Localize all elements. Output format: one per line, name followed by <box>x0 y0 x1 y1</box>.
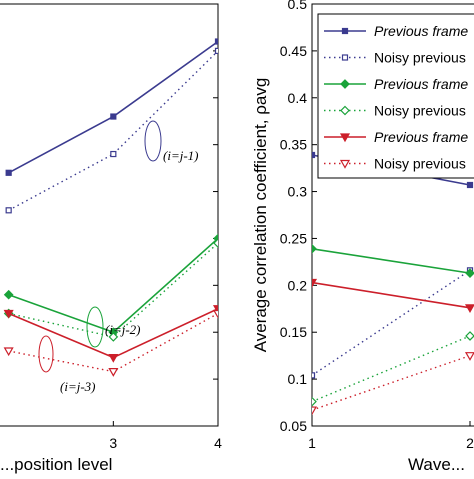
legend-label-3: Noisy previous <box>374 103 466 119</box>
left-plot-frame <box>0 3 219 427</box>
right-x-tick-label-0: 1 <box>308 435 316 451</box>
right-series-4-line <box>312 281 471 309</box>
left-series-5-line <box>8 312 218 373</box>
left-series-4-point-0 <box>3 309 14 319</box>
annotation-ellipse-1 <box>144 120 162 162</box>
right-series-4-point-0 <box>312 278 318 288</box>
left-chart: 3 4 (i=j-1) (i=j-2) (i=j-3) ...position l… <box>0 3 222 474</box>
legend-marker-0 <box>341 27 349 35</box>
right-series-5-line <box>312 355 471 411</box>
right-series-3-line <box>312 335 471 403</box>
left-series-0-point-2 <box>214 38 218 45</box>
right-y-tick-label-0: 0.05 <box>280 418 307 434</box>
right-y-axis-label: Average correlation coefficient, ρavg <box>251 78 270 353</box>
right-series-2-point-1 <box>465 268 474 278</box>
legend-label-0: Previous frame <box>374 23 468 39</box>
annotation-label-1: (i=j-1) <box>163 148 198 163</box>
annotation-ellipse-3 <box>38 335 54 373</box>
left-x-tick-label-0: 3 <box>109 435 117 451</box>
legend-marker-3 <box>340 105 350 116</box>
legend-label-5: Noisy previous <box>374 156 466 172</box>
right-series-3-point-1 <box>465 331 474 341</box>
legend-label-1: Noisy previous <box>374 50 466 66</box>
annotation-label-2: (i=j-2) <box>105 322 140 337</box>
left-series-0-point-0 <box>5 169 12 176</box>
right-ticks: 1 2 0.05 0.1 0.15 0.2 0.25 0.3 0.35 0.4 0.45 0.5 <box>280 0 474 451</box>
legend-marker-4 <box>339 133 351 143</box>
right-series-0-point-1 <box>466 181 474 189</box>
annotation-ellipse-2 <box>86 306 104 348</box>
left-annotations: (i=j-1) (i=j-2) (i=j-3) <box>38 120 198 394</box>
left-series <box>3 38 218 377</box>
right-series-1-point-0 <box>312 372 316 379</box>
right-y-tick-label-7: 0.4 <box>288 90 308 106</box>
right-y-tick-label-4: 0.25 <box>280 230 307 246</box>
right-y-tick-label-6: 0.35 <box>280 137 307 153</box>
legend-marker-5 <box>339 159 351 169</box>
right-y-tick-label-5: 0.3 <box>288 184 308 200</box>
legend-box <box>317 13 474 179</box>
right-series-5-point-0 <box>312 406 318 416</box>
left-series-3-point-2 <box>213 238 218 248</box>
legend-label-4: Previous frame <box>374 129 468 145</box>
legend-label-2: Previous frame <box>374 76 468 92</box>
right-y-tick-label-1: 0.1 <box>288 371 308 387</box>
left-series-1-point-0 <box>5 207 12 214</box>
left-series-1-point-1 <box>110 150 117 158</box>
left-series-5-point-2 <box>212 309 218 319</box>
right-x-axis-label: Wave... <box>408 455 465 474</box>
right-y-tick-label-9: 0.5 <box>288 0 308 12</box>
left-series-2-point-0 <box>3 289 14 300</box>
left-series-0-point-1 <box>110 113 117 120</box>
left-x-axis-label: ...position level <box>0 455 112 474</box>
left-series-2-line <box>8 237 218 334</box>
right-y-tick-label-3: 0.2 <box>288 277 308 293</box>
right-series-0-point-0 <box>312 151 316 159</box>
left-series-5-point-0 <box>3 347 14 357</box>
right-chart: 1 2 0.05 0.1 0.15 0.2 0.25 0.3 0.35 0.4 0.45 0.5 Pr… <box>251 0 474 474</box>
left-x-tick-label-1: 4 <box>214 435 222 451</box>
right-y-tick-label-2: 0.15 <box>280 324 307 340</box>
left-series-1-line <box>8 50 218 211</box>
left-series-3-line <box>8 242 218 338</box>
right-series-4-point-1 <box>464 304 474 314</box>
left-series-1-point-2 <box>214 47 218 54</box>
right-series-5-point-1 <box>464 352 474 361</box>
annotation-label-3: (i=j-3) <box>60 379 95 394</box>
right-series-3-point-0 <box>312 396 317 407</box>
right-series-2-point-0 <box>312 243 317 254</box>
right-y-tick-label-8: 0.45 <box>280 43 307 59</box>
legend-marker-1 <box>341 54 349 61</box>
left-series-4-point-1 <box>108 353 119 363</box>
left-series-5-point-1 <box>108 368 119 377</box>
right-series <box>312 151 474 416</box>
right-x-tick-label-1: 2 <box>466 435 474 451</box>
legend: Previous frame Noisy previous Previous fra… <box>317 13 474 179</box>
right-series-2-line <box>312 247 471 274</box>
left-series-3-point-1 <box>108 332 119 342</box>
legend-marker-2 <box>340 79 350 89</box>
right-plot-frame <box>311 3 474 427</box>
